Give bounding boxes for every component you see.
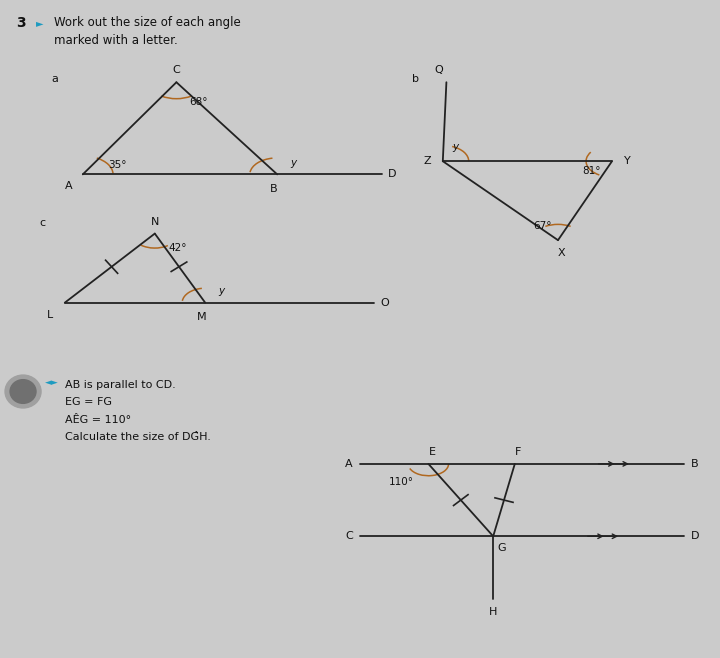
Text: Y: Y xyxy=(624,156,631,166)
Text: marked with a letter.: marked with a letter. xyxy=(54,34,178,47)
Circle shape xyxy=(5,375,41,408)
Text: M: M xyxy=(197,312,207,322)
Text: AB is parallel to CD.: AB is parallel to CD. xyxy=(65,380,176,390)
Text: A: A xyxy=(346,459,353,469)
Text: C: C xyxy=(173,65,180,76)
Text: O: O xyxy=(381,297,390,308)
Text: C: C xyxy=(346,531,353,542)
Text: N: N xyxy=(150,216,159,227)
Text: AÊG = 110°: AÊG = 110° xyxy=(65,415,131,424)
Text: H: H xyxy=(489,607,498,617)
Text: b: b xyxy=(412,74,419,84)
Text: y: y xyxy=(218,286,224,296)
Text: D: D xyxy=(388,169,397,180)
Text: c: c xyxy=(40,218,46,228)
Text: E: E xyxy=(428,447,436,457)
Text: X: X xyxy=(558,248,565,259)
Text: 3: 3 xyxy=(16,16,25,30)
Text: Calculate the size of DĜH.: Calculate the size of DĜH. xyxy=(65,432,211,442)
Text: 35°: 35° xyxy=(108,159,127,170)
Text: F: F xyxy=(516,447,521,457)
Text: EG = FG: EG = FG xyxy=(65,397,112,407)
Text: Work out the size of each angle: Work out the size of each angle xyxy=(54,16,240,30)
Text: 68°: 68° xyxy=(189,97,207,107)
Text: 4: 4 xyxy=(20,387,26,396)
Text: A: A xyxy=(65,181,72,191)
Text: Z: Z xyxy=(423,156,431,166)
Circle shape xyxy=(10,380,36,403)
Text: a: a xyxy=(52,74,59,84)
Text: y: y xyxy=(453,141,459,152)
Text: y: y xyxy=(290,157,296,168)
Text: D: D xyxy=(690,531,699,542)
Text: 67°: 67° xyxy=(533,220,552,231)
Text: Q: Q xyxy=(435,65,444,76)
Text: G: G xyxy=(498,543,506,553)
Text: L: L xyxy=(48,309,53,320)
Text: B: B xyxy=(270,184,277,194)
Text: 81°: 81° xyxy=(582,166,601,176)
Text: 110°: 110° xyxy=(389,477,413,488)
Text: B: B xyxy=(691,459,698,469)
Text: ◄►: ◄► xyxy=(45,378,58,388)
Text: 42°: 42° xyxy=(168,243,187,253)
Text: ►: ► xyxy=(36,18,43,28)
